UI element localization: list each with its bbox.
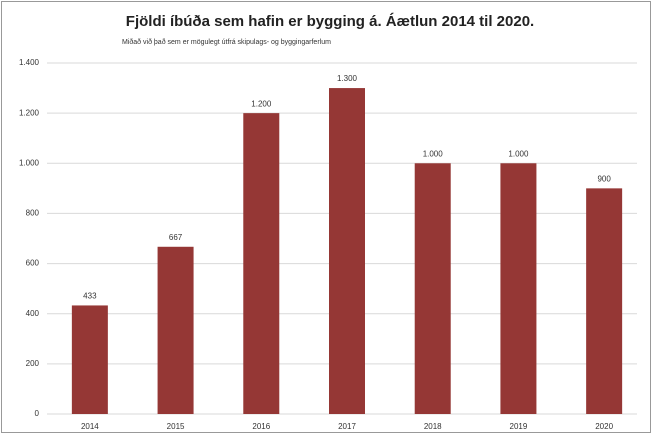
bar: [329, 88, 365, 415]
y-tick-label: 200: [26, 359, 40, 368]
y-tick-label: 0: [35, 409, 40, 418]
data-label: 1.000: [508, 149, 529, 158]
x-tick-label: 2017: [338, 422, 356, 431]
data-label: 1.200: [251, 99, 272, 108]
bar: [71, 305, 108, 414]
x-tick-label: 2018: [424, 422, 442, 431]
bar: [243, 113, 280, 415]
data-label: 433: [83, 292, 97, 301]
data-label: 1.000: [423, 149, 444, 158]
data-label: 900: [597, 174, 611, 183]
bar: [586, 188, 623, 414]
y-tick-label: 400: [26, 309, 40, 318]
x-tick-label: 2019: [510, 422, 528, 431]
x-tick-label: 2016: [252, 422, 270, 431]
data-label: 667: [169, 233, 183, 242]
chart-title: Fjöldi íbúða sem hafin er bygging á. Áæt…: [126, 13, 534, 30]
bar: [414, 163, 451, 414]
x-tick-label: 2014: [81, 422, 99, 431]
data-label: 1.300: [337, 74, 358, 83]
chart-subtitle: Miðað við það sem er mögulegt útfrá skip…: [122, 38, 331, 46]
bar: [500, 163, 537, 414]
y-tick-label: 800: [26, 209, 40, 218]
x-tick-label: 2020: [595, 422, 613, 431]
y-tick-label: 1.000: [19, 158, 40, 167]
y-tick-label: 1.200: [19, 108, 40, 117]
bar: [157, 246, 194, 414]
y-tick-label: 600: [26, 259, 40, 268]
x-tick-label: 2015: [167, 422, 185, 431]
y-tick-label: 1.400: [19, 58, 40, 67]
